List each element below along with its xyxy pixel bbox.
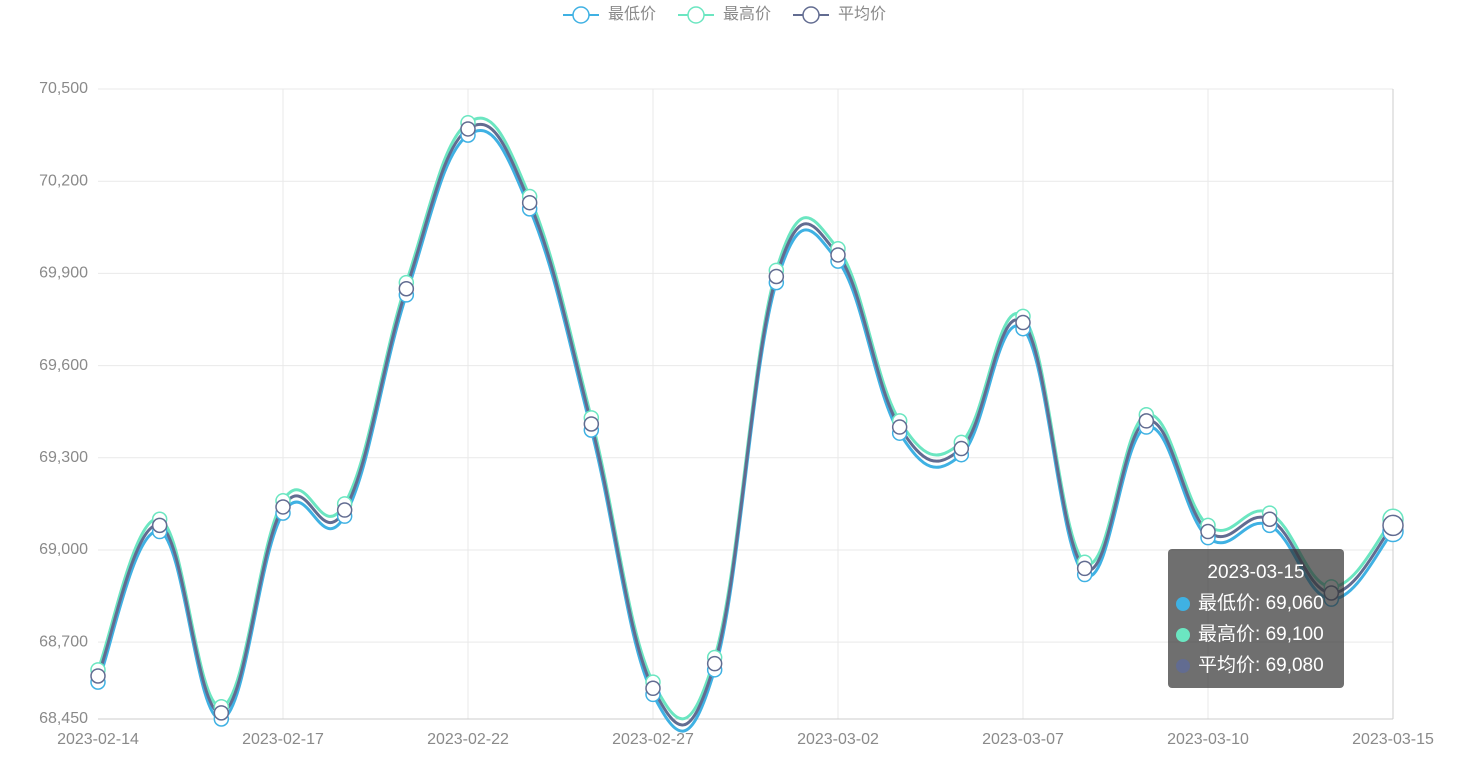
point — [151, 517, 168, 534]
tooltip-dot — [1176, 659, 1190, 673]
tooltip-sep: : — [1255, 593, 1266, 614]
y-tick-label: 68,450 — [39, 710, 88, 727]
tooltip-row: 最高价: 69,100 — [1198, 623, 1324, 645]
legend-label: 最低价 — [608, 5, 656, 23]
tooltip-row: 最低价: 69,060 — [1198, 592, 1324, 614]
x-tick-label: 2023-02-22 — [427, 731, 509, 748]
point — [1138, 413, 1155, 429]
point — [1015, 314, 1031, 331]
tooltip-value: 69,100 — [1266, 624, 1324, 645]
tooltip-title: 2023-03-15 — [1207, 562, 1304, 583]
point — [275, 499, 291, 515]
x-tick-label: 2023-02-27 — [612, 731, 694, 748]
tooltip-value: 69,080 — [1266, 655, 1324, 676]
point — [953, 440, 970, 457]
tooltip: 2023-03-15 最低价: 69,060 最高价: 69,100 平均价: 69,… — [1168, 549, 1344, 688]
point — [90, 668, 106, 684]
legend-label: 最高价 — [723, 5, 771, 23]
tooltip-name: 平均价 — [1198, 654, 1255, 676]
point — [213, 705, 230, 721]
x-tick-label: 2023-02-17 — [242, 731, 324, 748]
point — [521, 194, 538, 211]
tooltip-dot — [1176, 628, 1190, 642]
tooltip-sep: : — [1255, 655, 1266, 676]
point — [398, 281, 415, 297]
point — [891, 419, 908, 435]
y-tick-label: 70,200 — [39, 172, 88, 189]
point — [1076, 560, 1093, 577]
x-tick-label: 2023-03-15 — [1352, 731, 1434, 748]
y-tick-label: 69,600 — [39, 357, 88, 374]
point — [1382, 514, 1404, 537]
y-tick-label: 69,000 — [39, 541, 88, 558]
tooltip-box — [1168, 549, 1344, 688]
point — [1200, 523, 1216, 540]
legend-label: 平均价 — [838, 5, 886, 23]
series-line — [96, 122, 1395, 727]
x-tick-label: 2023-03-07 — [982, 731, 1064, 748]
tooltip-name: 最高价 — [1198, 623, 1255, 645]
x-tick-label: 2023-03-10 — [1167, 731, 1249, 748]
point — [583, 416, 600, 432]
legend-marker — [572, 6, 590, 24]
x-tick-label: 2023-03-02 — [797, 731, 879, 748]
point — [645, 680, 661, 697]
y-tick-label: 70,500 — [39, 80, 88, 97]
legend: 最低价 最高价 平均价 — [563, 5, 886, 24]
point — [1261, 511, 1278, 527]
tooltip-name: 最低价 — [1198, 592, 1255, 614]
y-tick-label: 68,700 — [39, 633, 88, 650]
x-tick-label: 2023-02-14 — [57, 731, 139, 748]
y-tick-label: 69,900 — [39, 265, 88, 282]
tooltip-value: 69,060 — [1266, 593, 1324, 614]
point — [706, 655, 723, 672]
point — [460, 121, 476, 137]
tooltip-row: 平均价: 69,080 — [1198, 654, 1324, 676]
legend-marker — [802, 6, 820, 24]
point — [830, 247, 846, 263]
y-tick-label: 69,300 — [39, 449, 88, 466]
legend-marker — [687, 6, 705, 24]
tooltip-sep: : — [1255, 624, 1266, 645]
point — [336, 502, 353, 518]
point — [768, 268, 785, 285]
tooltip-dot — [1176, 597, 1190, 611]
